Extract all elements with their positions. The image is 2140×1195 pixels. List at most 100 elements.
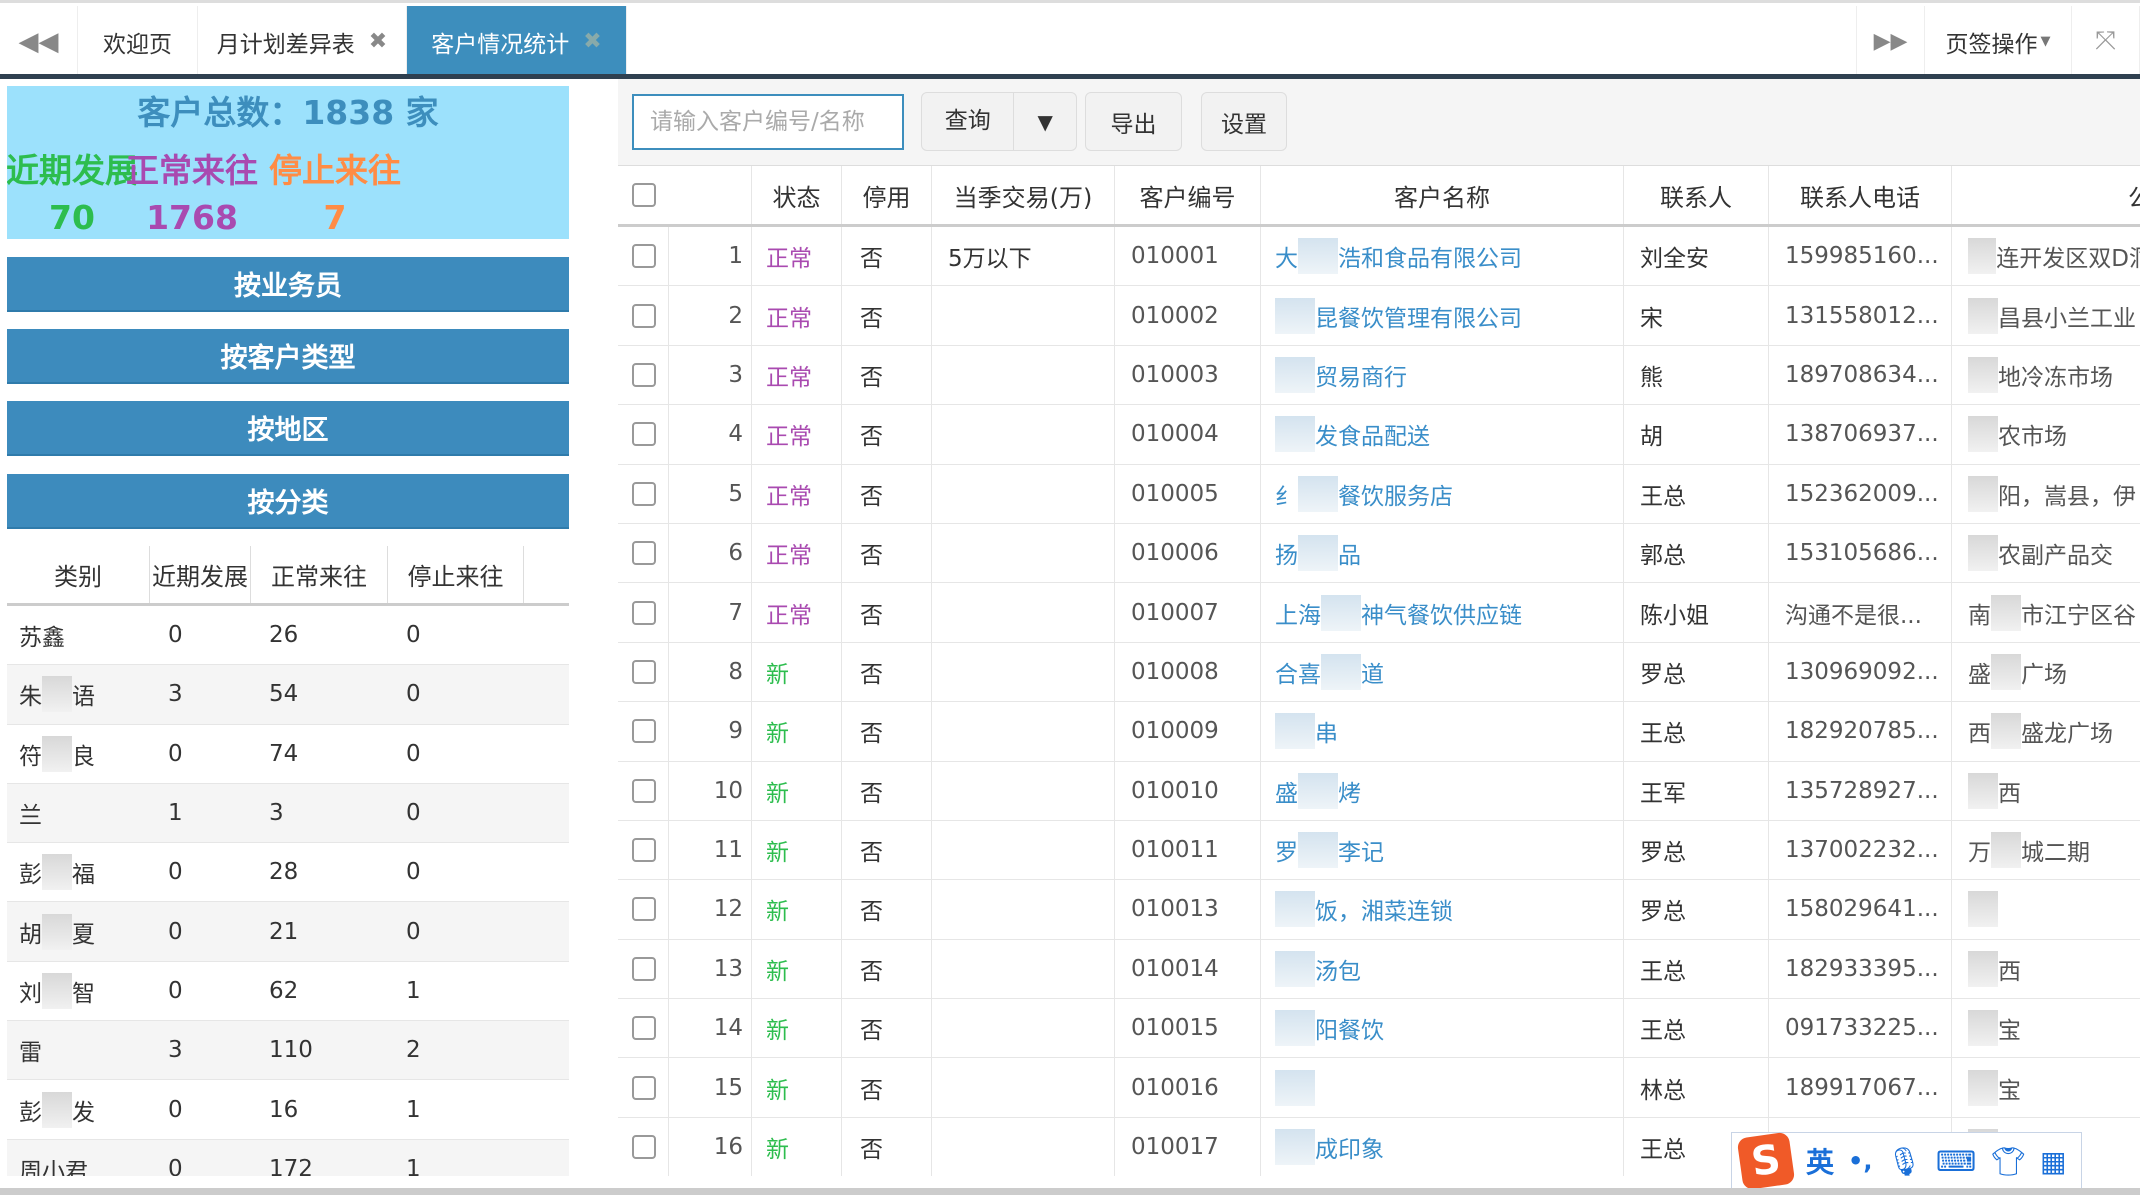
table-row[interactable]: 13 新否 010014 汤包 王总 182933395... 西 bbox=[618, 939, 2140, 1000]
column-header[interactable]: 客户名称 bbox=[1261, 166, 1624, 224]
table-row[interactable]: 刘智 0 62 1 bbox=[7, 962, 569, 1022]
row-checkbox[interactable] bbox=[632, 1075, 656, 1100]
column-header[interactable]: 公 bbox=[1952, 166, 2140, 224]
contact-phone-cell: 158029641... bbox=[1769, 880, 1952, 939]
skin-shirt-icon[interactable]: 👕︎ bbox=[1990, 1144, 2026, 1178]
table-row[interactable]: 兰 1 3 0 bbox=[7, 783, 569, 844]
column-header[interactable]: 联系人电话 bbox=[1769, 166, 1952, 224]
export-button[interactable]: 导出 bbox=[1085, 92, 1182, 151]
row-checkbox[interactable] bbox=[632, 956, 656, 981]
customer-name-link[interactable] bbox=[1261, 1058, 1624, 1117]
table-row[interactable]: 4 正常否 010004 发食品配送胡 138706937... 农市场 bbox=[618, 405, 2140, 465]
row-checkbox[interactable] bbox=[632, 362, 656, 387]
query-button[interactable]: 查询 bbox=[922, 93, 1015, 150]
table-row[interactable]: 6 正常否 010006 扬品郭总 153105686... 农副产品交 bbox=[618, 523, 2140, 584]
group-by-region-button[interactable]: 按地区 bbox=[7, 401, 569, 456]
table-row[interactable]: 14 新否 010015 阳餐饮 王总 091733225... 宝 bbox=[618, 999, 2140, 1059]
table-row[interactable]: 2 正常否 010002 昆餐饮管理有限公司宋 131558012... 昌县小兰工业 bbox=[618, 286, 2140, 346]
row-checkbox[interactable] bbox=[632, 897, 656, 922]
column-header[interactable]: 停止来往 bbox=[388, 546, 524, 603]
close-icon[interactable]: ✖ bbox=[368, 29, 388, 54]
customer-name-link[interactable]: 上海 神气餐饮供应链 bbox=[1261, 583, 1624, 642]
table-row[interactable]: 朱语 3 54 0 bbox=[7, 665, 569, 725]
table-row[interactable]: 苏鑫 0 26 0 bbox=[7, 606, 569, 666]
column-header[interactable]: 状态 bbox=[752, 166, 842, 224]
table-row[interactable]: 9 新否 010009 串王总 182920785... 西盛龙广场 bbox=[618, 702, 2140, 762]
blurred-text bbox=[1275, 891, 1315, 928]
close-icon[interactable]: ✖ bbox=[583, 29, 602, 54]
ime-punctuation-toggle[interactable]: •, bbox=[1848, 1147, 1873, 1175]
tab-operations-dropdown[interactable]: 页签操作 ▼ bbox=[1925, 6, 2072, 77]
tab-customer-stats[interactable]: 客户情况统计 ✖ bbox=[407, 6, 627, 77]
fullscreen-button[interactable]: ⤧ bbox=[2072, 6, 2140, 77]
table-row[interactable]: 15 新否 010016 林总 189917067... 宝 bbox=[618, 1058, 2140, 1118]
row-checkbox[interactable] bbox=[632, 481, 656, 506]
table-row[interactable]: 5 正常否 010005 纟餐饮服务店 王总 152362009... 阳，嵩县，伊 bbox=[618, 464, 2140, 524]
row-checkbox[interactable] bbox=[632, 719, 656, 744]
caret-down-icon[interactable]: ▼ bbox=[1037, 109, 1053, 134]
column-header[interactable]: 类别 bbox=[7, 546, 150, 603]
disabled-cell: 否 bbox=[842, 405, 932, 464]
column-header[interactable]: 当季交易(万) bbox=[932, 166, 1115, 224]
customer-name-link[interactable]: 大浩和食品有限公司 bbox=[1261, 227, 1624, 286]
blurred-text bbox=[1298, 238, 1338, 275]
group-by-customer-type-button[interactable]: 按客户类型 bbox=[7, 329, 569, 384]
row-checkbox[interactable] bbox=[632, 1016, 656, 1041]
search-input[interactable] bbox=[632, 94, 904, 150]
customer-name-link[interactable]: 阳餐饮 bbox=[1261, 999, 1624, 1058]
customer-name-link[interactable]: 成印象 bbox=[1261, 1117, 1624, 1176]
customer-code-cell: 010011 bbox=[1115, 820, 1261, 880]
microphone-icon[interactable]: 🎙︎ bbox=[1886, 1144, 1923, 1178]
table-row[interactable]: 彭发 0 16 1 bbox=[7, 1080, 569, 1140]
table-row[interactable]: 彭福 0 28 0 bbox=[7, 843, 569, 903]
row-checkbox[interactable] bbox=[632, 422, 656, 447]
customer-name-link[interactable]: 纟餐饮服务店 bbox=[1261, 464, 1624, 523]
toolbox-grid-icon[interactable]: ▦ bbox=[2040, 1144, 2067, 1178]
customer-name-link[interactable]: 盛烤 bbox=[1261, 761, 1624, 820]
customer-name-link[interactable]: 发食品配送 bbox=[1261, 405, 1624, 464]
table-row[interactable]: 10 新否 010010 盛烤王军 135728927... 西 bbox=[618, 761, 2140, 821]
table-row[interactable]: 雷 3 110 2 bbox=[7, 1021, 569, 1081]
column-header[interactable]: 停用 bbox=[842, 166, 932, 224]
table-row[interactable]: 3 正常否 010003 贸易商行熊 189708634... 地冷冻市场 bbox=[618, 345, 2140, 406]
table-row[interactable]: 符良 0 74 0 bbox=[7, 725, 569, 784]
table-row[interactable]: 7 正常否 010007 上海 神气餐饮供应链 陈小姐 沟通不是很... 南市江宁区谷 bbox=[618, 583, 2140, 643]
settings-button[interactable]: 设置 bbox=[1201, 92, 1287, 151]
keyboard-icon[interactable]: ⌨ bbox=[1936, 1144, 1977, 1178]
row-checkbox[interactable] bbox=[632, 659, 656, 684]
table-row[interactable]: 1 正常否 5万以下 010001 大浩和食品有限公司 刘全安 159985160... 连开… bbox=[618, 227, 2140, 287]
row-checkbox[interactable] bbox=[632, 244, 656, 269]
table-row[interactable]: 11 新否 010011 罗李记 罗总 137002232... 万城二期 bbox=[618, 820, 2140, 881]
tab-welcome[interactable]: 欢迎页 bbox=[78, 6, 198, 77]
customer-name-link[interactable]: 串 bbox=[1261, 702, 1624, 761]
group-by-salesman-button[interactable]: 按业务员 bbox=[7, 257, 569, 312]
row-checkbox[interactable] bbox=[632, 303, 656, 328]
tab-scroll-left-button[interactable]: ◀◀ bbox=[0, 6, 78, 77]
table-row[interactable]: 胡夏 0 21 0 bbox=[7, 902, 569, 962]
customer-name-link[interactable]: 昆餐饮管理有限公司 bbox=[1261, 286, 1624, 345]
row-checkbox[interactable] bbox=[632, 541, 656, 566]
row-checkbox[interactable] bbox=[632, 1135, 656, 1160]
customer-name-link[interactable]: 合喜道 bbox=[1261, 642, 1624, 702]
status-cell: 正常 bbox=[752, 583, 842, 642]
table-row[interactable]: 周小君 0 172 1 bbox=[7, 1139, 569, 1176]
select-all-checkbox[interactable] bbox=[632, 183, 656, 207]
customer-name-link[interactable]: 汤包 bbox=[1261, 939, 1624, 999]
customer-name-link[interactable]: 饭，湘菜连锁 bbox=[1261, 880, 1624, 939]
column-header[interactable]: 正常来往 bbox=[251, 546, 388, 603]
table-row[interactable]: 8 新否 010008 合喜道罗总 130969092... 盛广场 bbox=[618, 642, 2140, 703]
customer-name-link[interactable]: 贸易商行 bbox=[1261, 345, 1624, 405]
column-header[interactable]: 联系人 bbox=[1624, 166, 1769, 224]
group-by-category-button[interactable]: 按分类 bbox=[7, 474, 569, 529]
customer-name-link[interactable]: 罗李记 bbox=[1261, 820, 1624, 880]
row-checkbox[interactable] bbox=[632, 838, 656, 863]
row-checkbox[interactable] bbox=[632, 600, 656, 625]
row-checkbox[interactable] bbox=[632, 778, 656, 803]
column-header[interactable]: 客户编号 bbox=[1115, 166, 1261, 224]
tab-scroll-right-button[interactable]: ▶▶ bbox=[1856, 6, 1925, 77]
tab-monthly-plan[interactable]: 月计划差异表 ✖ bbox=[198, 6, 407, 77]
ime-language-toggle[interactable]: 英 bbox=[1806, 1146, 1835, 1179]
table-row[interactable]: 12 新否 010013 饭，湘菜连锁 罗总 158029641... bbox=[618, 880, 2140, 940]
column-header[interactable]: 近期发展 bbox=[150, 546, 251, 603]
customer-name-link[interactable]: 扬品 bbox=[1261, 523, 1624, 583]
